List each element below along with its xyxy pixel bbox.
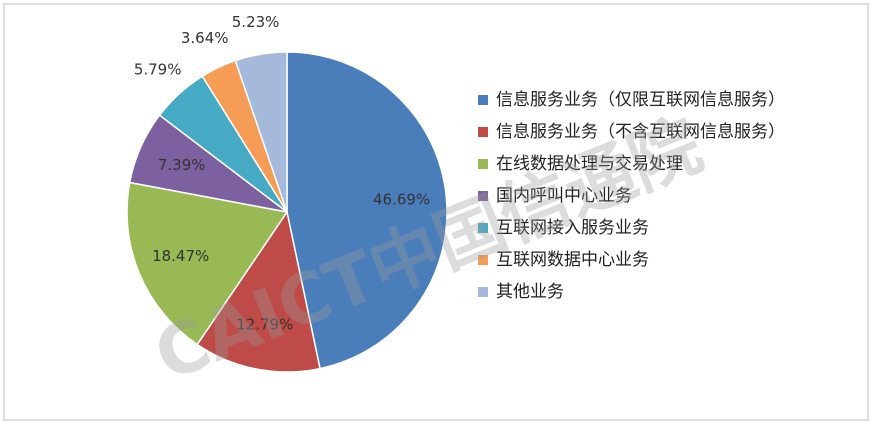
data-label: 5.23% <box>232 13 280 31</box>
legend-label: 国内呼叫中心业务 <box>496 186 632 206</box>
legend-label: 其他业务 <box>496 282 564 302</box>
pie-slice <box>286 51 448 370</box>
pie-slice <box>126 181 289 346</box>
pie-slice <box>234 51 288 213</box>
data-label: 5.79% <box>134 61 182 79</box>
legend-label: 信息服务业务（不含互联网信息服务） <box>496 122 785 142</box>
legend-swatch <box>478 127 488 137</box>
legend-label: 在线数据处理与交易处理 <box>496 154 683 174</box>
legend-swatch <box>478 287 488 297</box>
data-label: 3.64% <box>181 29 229 47</box>
data-label: 18.47% <box>152 247 209 265</box>
legend-swatch <box>478 159 488 169</box>
legend-label: 互联网接入服务业务 <box>496 218 649 238</box>
pie-slice <box>196 210 321 373</box>
legend-label: 互联网数据中心业务 <box>496 250 649 270</box>
legend-swatch <box>478 191 488 201</box>
legend-swatch <box>478 223 488 233</box>
data-label: 7.39% <box>158 156 206 174</box>
legend-label: 信息服务业务（仅限互联网信息服务） <box>496 90 785 110</box>
legend-swatch <box>478 95 488 105</box>
data-label: 12.79% <box>236 316 293 334</box>
data-label: 46.69% <box>373 191 430 209</box>
legend-swatch <box>478 255 488 265</box>
